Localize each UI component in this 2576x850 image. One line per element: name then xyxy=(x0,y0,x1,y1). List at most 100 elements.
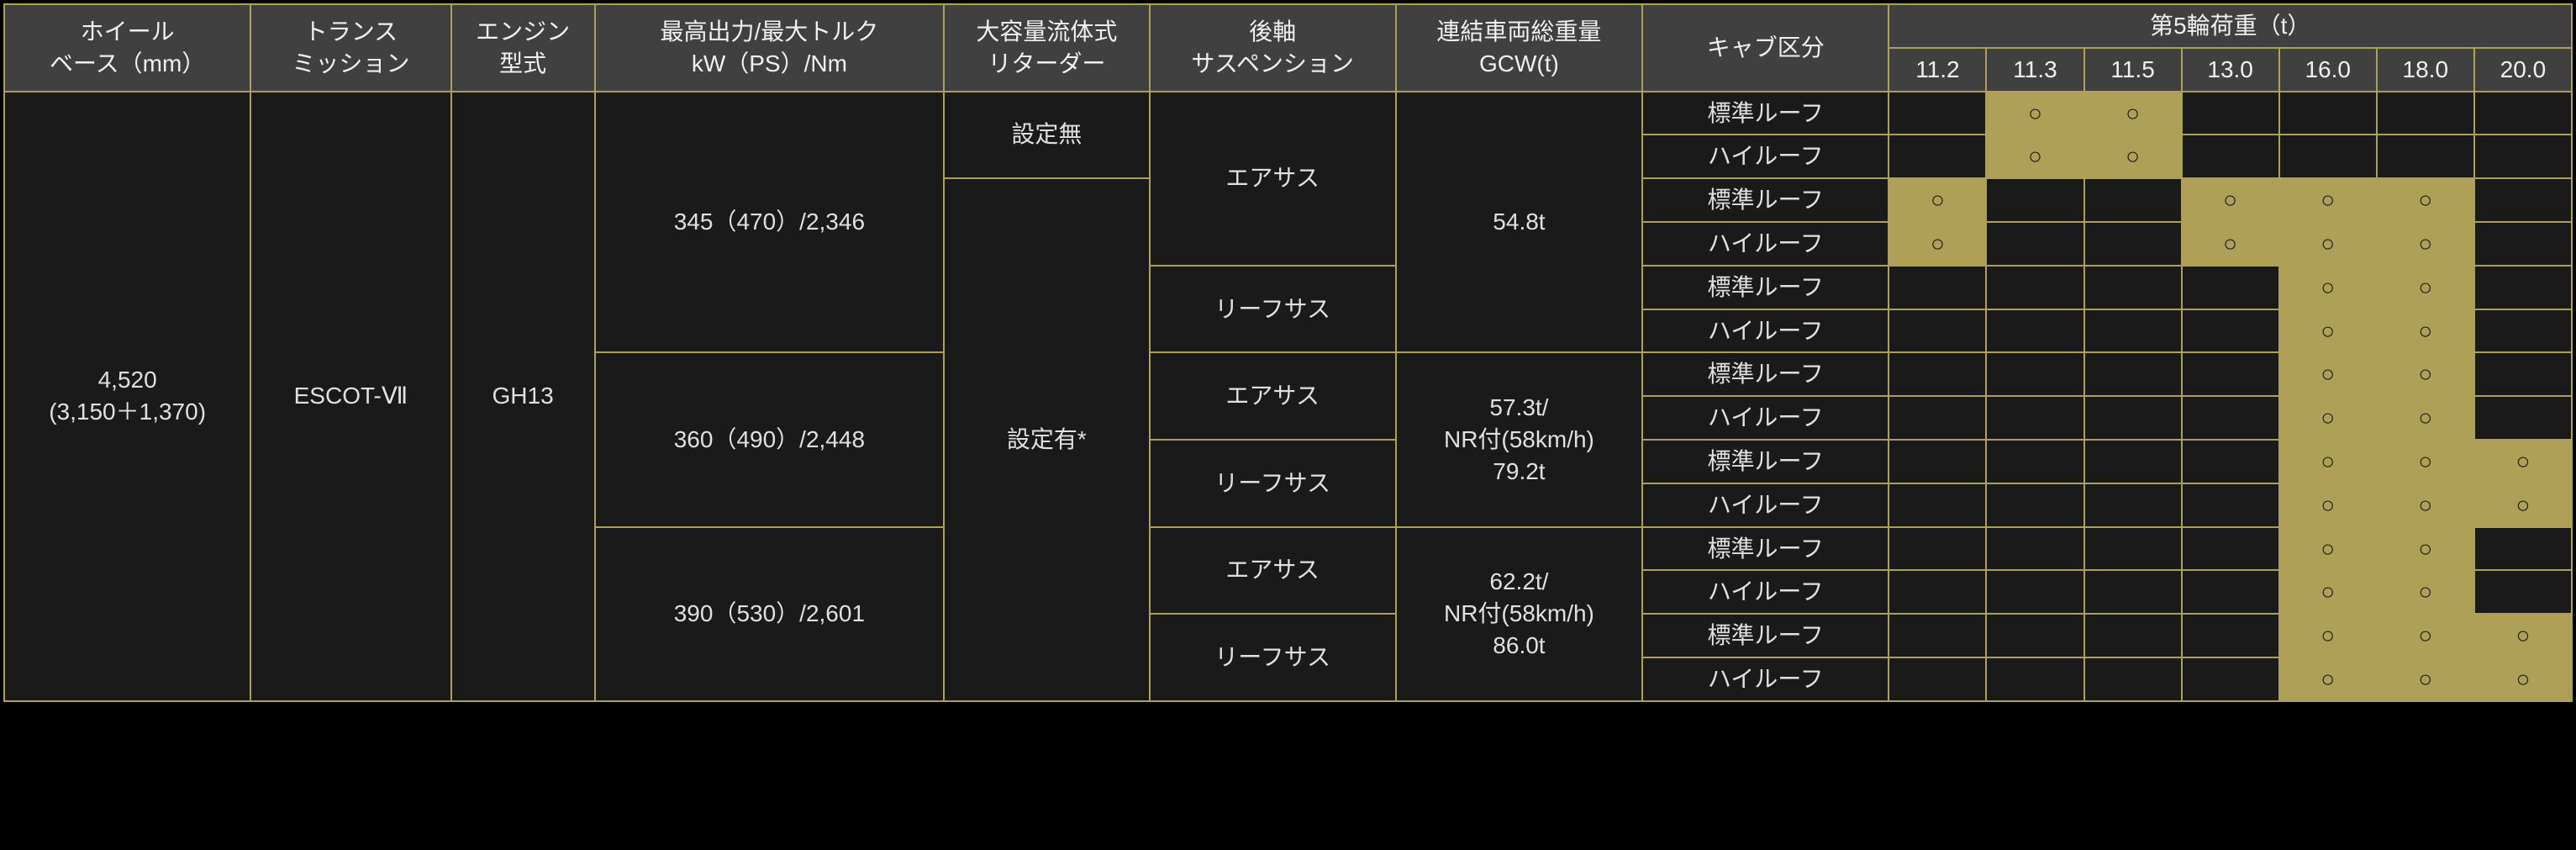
load-blank xyxy=(1986,309,2083,353)
header-cab: キャブ区分 xyxy=(1642,4,1889,92)
load-blank xyxy=(1889,657,1986,701)
load-blank xyxy=(1889,352,1986,396)
header-load-1: 11.3 xyxy=(1986,48,2083,92)
header-gcw: 連結車両総重量GCW(t) xyxy=(1396,4,1642,92)
load-mark: ○ xyxy=(2474,614,2572,657)
cell-cab-high: ハイルーフ xyxy=(1642,657,1889,701)
load-blank xyxy=(2474,222,2572,266)
header-load-6: 20.0 xyxy=(2474,48,2572,92)
load-mark: ○ xyxy=(2084,135,2182,178)
load-blank xyxy=(1986,222,2083,266)
load-mark: ○ xyxy=(2279,614,2377,657)
header-load-4: 16.0 xyxy=(2279,48,2377,92)
load-mark: ○ xyxy=(2182,178,2279,222)
cell-gcw-2: 57.3t/NR付(58km/h)79.2t xyxy=(1396,352,1642,526)
header-power: 最高出力/最大トルクkW（PS）/Nm xyxy=(595,4,944,92)
load-blank xyxy=(2182,135,2279,178)
load-blank xyxy=(1889,92,1986,135)
load-blank xyxy=(2084,352,2182,396)
load-blank xyxy=(2182,309,2279,353)
load-mark: ○ xyxy=(2474,483,2572,527)
load-mark: ○ xyxy=(2279,483,2377,527)
header-load-0: 11.2 xyxy=(1889,48,1986,92)
load-blank xyxy=(2474,266,2572,309)
load-mark: ○ xyxy=(2084,92,2182,135)
load-blank xyxy=(2182,352,2279,396)
load-mark: ○ xyxy=(2377,222,2474,266)
load-mark: ○ xyxy=(2279,352,2377,396)
load-blank xyxy=(1986,527,2083,571)
cell-transmission: ESCOT-Ⅶ xyxy=(250,92,450,701)
cell-power-1: 345（470）/2,346 xyxy=(595,92,944,353)
cell-cab-std: 標準ルーフ xyxy=(1642,92,1889,135)
load-blank xyxy=(1986,440,2083,483)
cell-cab-std: 標準ルーフ xyxy=(1642,352,1889,396)
load-mark: ○ xyxy=(2279,266,2377,309)
header-wheelbase: ホイールベース（mm） xyxy=(4,4,250,92)
cell-retarder-none: 設定無 xyxy=(944,92,1149,179)
header-load-5: 18.0 xyxy=(2377,48,2474,92)
load-blank xyxy=(1986,657,2083,701)
load-mark: ○ xyxy=(2279,396,2377,440)
load-blank xyxy=(2279,135,2377,178)
table-row: 4,520(3,150＋1,370) ESCOT-Ⅶ GH13 345（470）… xyxy=(4,92,2572,135)
cell-engine: GH13 xyxy=(451,92,595,701)
load-mark: ○ xyxy=(2377,440,2474,483)
load-mark: ○ xyxy=(2377,614,2474,657)
load-blank xyxy=(1889,614,1986,657)
load-blank xyxy=(2084,483,2182,527)
header-suspension: 後軸サスペンション xyxy=(1150,4,1396,92)
load-mark: ○ xyxy=(1889,178,1986,222)
cell-cab-std: 標準ルーフ xyxy=(1642,440,1889,483)
cell-cab-std: 標準ルーフ xyxy=(1642,527,1889,571)
load-blank xyxy=(2474,527,2572,571)
cell-cab-high: ハイルーフ xyxy=(1642,570,1889,614)
load-blank xyxy=(2182,440,2279,483)
cell-suspension-air-3: エアサス xyxy=(1150,527,1396,615)
load-blank xyxy=(2084,657,2182,701)
load-mark: ○ xyxy=(1986,92,2083,135)
cell-suspension-air-2: エアサス xyxy=(1150,352,1396,440)
load-blank xyxy=(2182,527,2279,571)
load-mark: ○ xyxy=(2377,266,2474,309)
load-blank xyxy=(2182,92,2279,135)
load-blank xyxy=(2474,135,2572,178)
load-blank xyxy=(2084,396,2182,440)
load-mark: ○ xyxy=(2474,657,2572,701)
cell-cab-std: 標準ルーフ xyxy=(1642,266,1889,309)
load-mark: ○ xyxy=(1889,222,1986,266)
header-retarder: 大容量流体式リターダー xyxy=(944,4,1149,92)
load-blank xyxy=(2474,178,2572,222)
header-load-2: 11.5 xyxy=(2084,48,2182,92)
load-mark: ○ xyxy=(2377,396,2474,440)
cell-cab-std: 標準ルーフ xyxy=(1642,614,1889,657)
cell-suspension-air-1: エアサス xyxy=(1150,92,1396,266)
load-mark: ○ xyxy=(2377,483,2474,527)
cell-suspension-leaf-2: リーフサス xyxy=(1150,440,1396,527)
load-mark: ○ xyxy=(2279,657,2377,701)
load-blank xyxy=(2377,92,2474,135)
header-load-3: 13.0 xyxy=(2182,48,2279,92)
load-blank xyxy=(1986,266,2083,309)
cell-power-3: 390（530）/2,601 xyxy=(595,527,944,701)
load-blank xyxy=(1889,135,1986,178)
header-engine: エンジン型式 xyxy=(451,4,595,92)
cell-suspension-leaf-1: リーフサス xyxy=(1150,266,1396,353)
cell-cab-high: ハイルーフ xyxy=(1642,483,1889,527)
load-mark: ○ xyxy=(1986,135,2083,178)
load-blank xyxy=(2474,309,2572,353)
load-mark: ○ xyxy=(2474,440,2572,483)
load-blank xyxy=(2377,135,2474,178)
cell-suspension-leaf-3: リーフサス xyxy=(1150,614,1396,701)
load-blank xyxy=(2182,657,2279,701)
load-mark: ○ xyxy=(2279,178,2377,222)
load-blank xyxy=(1986,396,2083,440)
load-mark: ○ xyxy=(2279,309,2377,353)
cell-cab-high: ハイルーフ xyxy=(1642,396,1889,440)
load-blank xyxy=(1986,614,2083,657)
load-mark: ○ xyxy=(2377,570,2474,614)
load-blank xyxy=(2084,266,2182,309)
load-blank xyxy=(2182,483,2279,527)
load-mark: ○ xyxy=(2377,657,2474,701)
load-blank xyxy=(2182,396,2279,440)
